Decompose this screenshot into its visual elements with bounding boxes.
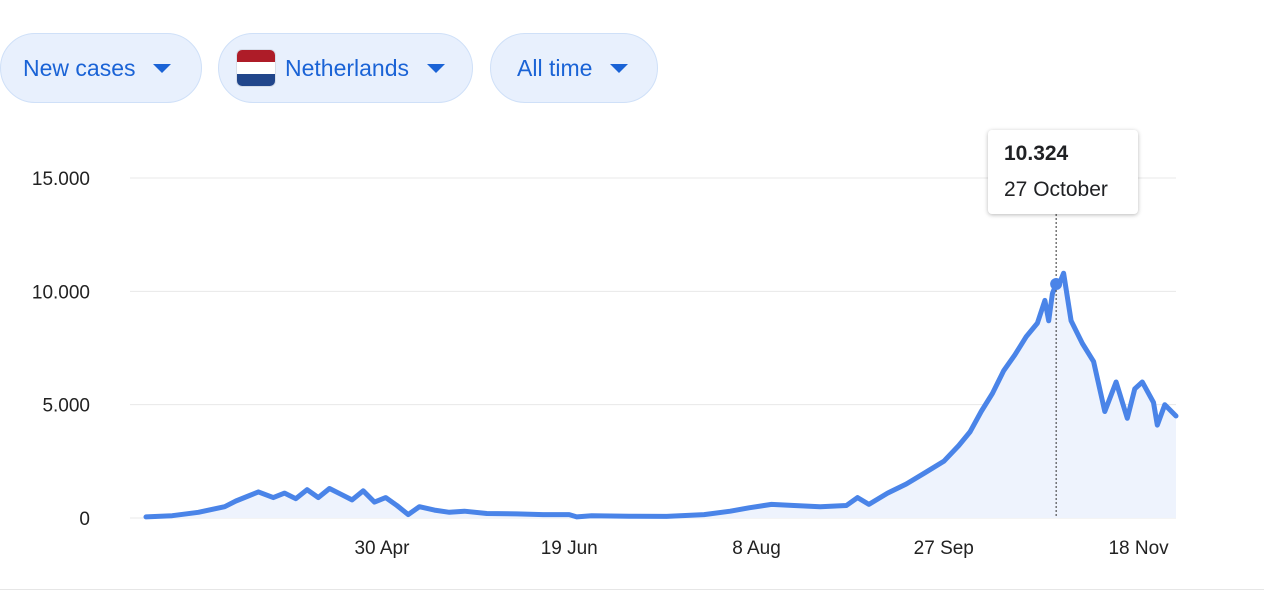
x-tick-label: 19 Jun	[541, 538, 598, 559]
hover-tooltip: 10.324 27 October	[988, 130, 1138, 214]
y-tick-label: 15.000	[32, 169, 90, 190]
range-dropdown-label: All time	[517, 54, 593, 81]
region-dropdown[interactable]: Netherlands	[218, 33, 473, 103]
chevron-down-icon	[153, 63, 172, 73]
tooltip-date: 27 October	[1004, 178, 1108, 201]
tooltip-value: 10.324	[1004, 142, 1069, 165]
highlight-point	[1050, 277, 1063, 290]
x-tick-label: 8 Aug	[732, 538, 781, 559]
chevron-down-icon	[610, 63, 629, 73]
x-tick-label: 18 Nov	[1108, 538, 1169, 559]
netherlands-flag-icon	[237, 50, 275, 86]
chevron-down-icon	[427, 63, 446, 73]
flag-stripe-white	[237, 62, 275, 74]
series-area	[146, 273, 1176, 518]
x-tick-label: 27 Sep	[914, 538, 974, 559]
y-tick-label: 10.000	[32, 282, 90, 303]
flag-stripe-red	[237, 50, 275, 62]
range-dropdown[interactable]: All time	[490, 33, 658, 103]
metric-dropdown[interactable]: New cases	[0, 33, 202, 103]
filter-bar: New cases Netherlands All time	[0, 0, 1264, 120]
flag-stripe-blue	[237, 74, 275, 86]
series-line	[143, 270, 1179, 520]
x-tick-label: 30 Apr	[354, 538, 410, 559]
region-dropdown-label: Netherlands	[285, 54, 410, 81]
y-tick-label: 5.000	[42, 396, 90, 417]
metric-dropdown-label: New cases	[23, 54, 136, 81]
y-tick-label: 0	[79, 509, 90, 530]
bottom-divider	[0, 589, 1264, 590]
